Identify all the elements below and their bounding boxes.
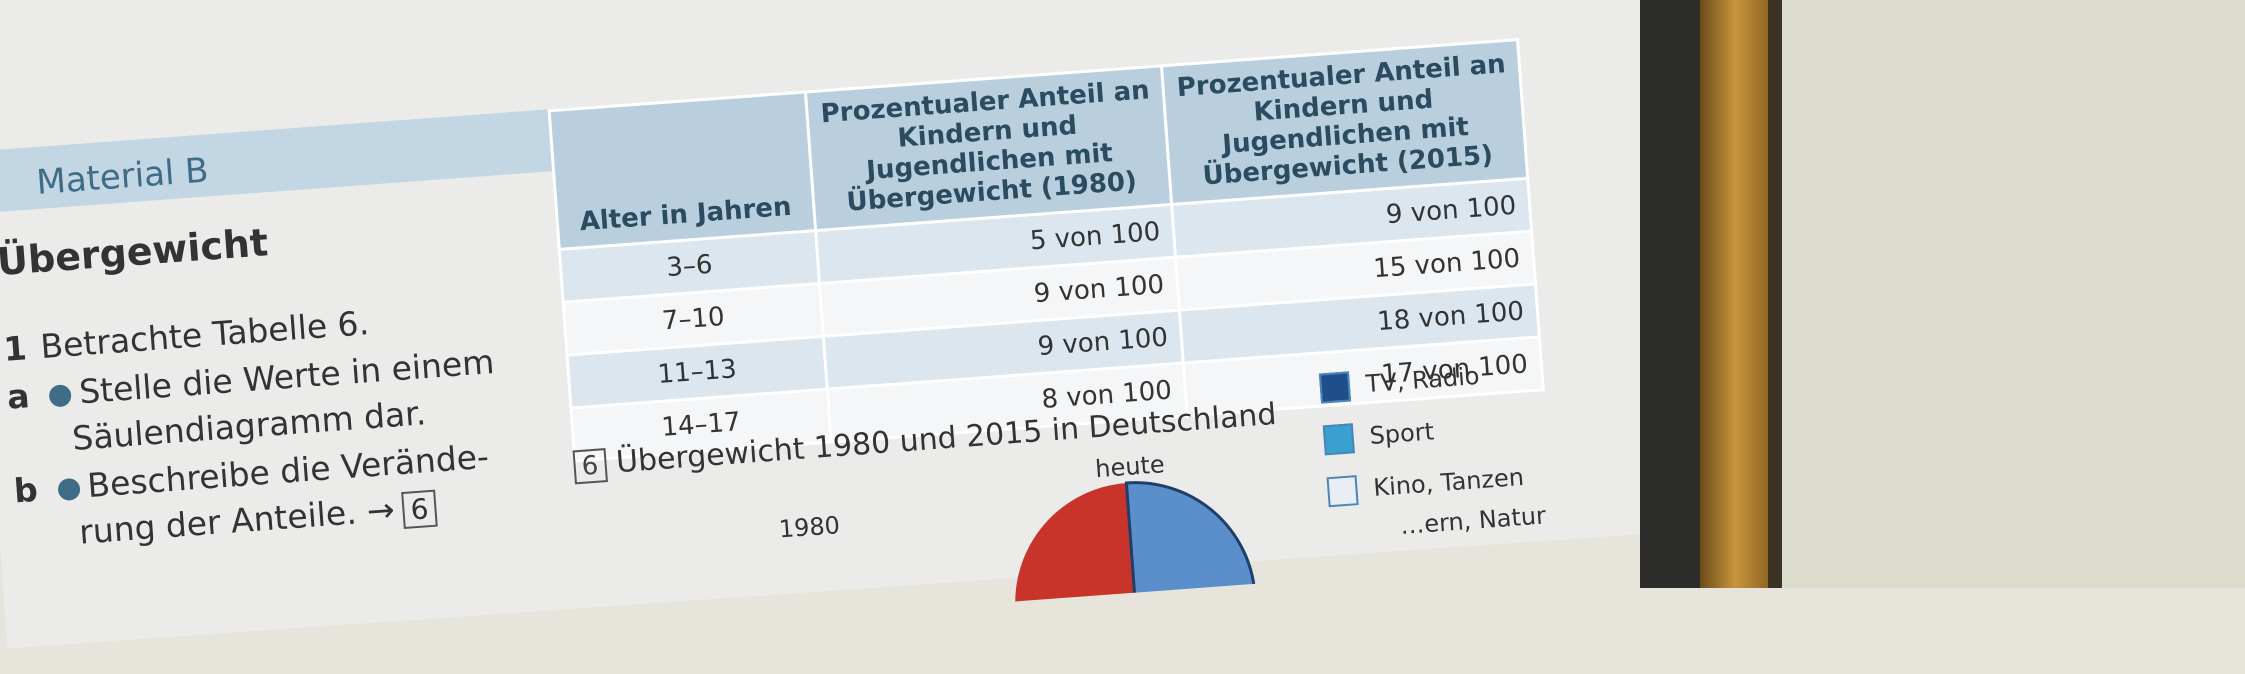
- table-header-1980: Prozentualer Anteil an Kindern und Jugen…: [805, 65, 1172, 231]
- table-header-2015: Prozentualer Anteil an Kindern und Jugen…: [1161, 39, 1528, 204]
- device-rim: [1768, 0, 1782, 588]
- legend-item-sport: Sport: [1322, 417, 1435, 456]
- task-a-label: a: [5, 376, 31, 417]
- page-content: Material B Übergewicht 1 Betrachte Tabell…: [0, 38, 1547, 603]
- task-b-label: b: [12, 469, 40, 511]
- difficulty-dot-icon: [56, 477, 81, 501]
- table-header-age: Alter in Jahren: [549, 91, 816, 249]
- section-title: Übergewicht: [0, 220, 270, 285]
- arrow-icon: →: [365, 489, 396, 531]
- pie-label-1980: 1980: [777, 511, 841, 544]
- legend-label: Sport: [1368, 417, 1435, 451]
- figure-number: 6: [572, 448, 608, 485]
- difficulty-dot-icon: [48, 383, 73, 408]
- legend-swatch: [1322, 423, 1355, 456]
- pie-chart: [1015, 481, 1257, 603]
- legend-swatch: [1326, 475, 1359, 508]
- pie-slice-blue: [1124, 481, 1257, 603]
- device-gold-edge: [1700, 0, 1770, 588]
- figure-reference: 6: [401, 489, 438, 530]
- pie-slice-red: [1015, 482, 1136, 603]
- legend-swatch: [1318, 371, 1352, 404]
- table-surface-background: [1780, 0, 2245, 588]
- task-number: 1: [2, 328, 28, 369]
- data-table: Alter in Jahren Prozentualer Anteil an K…: [548, 38, 1545, 462]
